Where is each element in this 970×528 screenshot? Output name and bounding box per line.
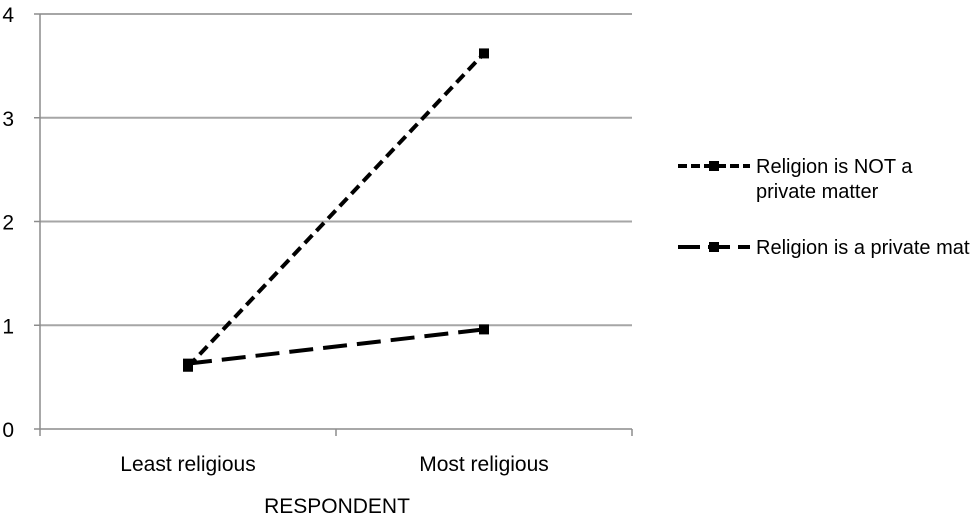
gridlines [40,13,632,327]
y-tick-label-2: 2 [2,212,14,235]
series-0 [183,48,489,372]
data-point-0-1 [479,48,489,59]
x-tick-label-1: Most religious [419,453,549,476]
y-tick-label-1: 1 [2,315,14,338]
y-tick-label-3: 3 [2,108,14,131]
y-tick-label-4: 4 [2,4,14,27]
data-point-1-0 [183,358,193,369]
x-tick-label-0: Least religious [120,453,255,476]
legend-label-line-0-1: private matter [756,181,879,203]
series-1 [183,324,489,369]
axes [34,13,633,436]
legend-label-0: Religion is NOT a private matter [756,156,913,203]
legend-label-line-0-0: Religion is NOT a [756,156,913,178]
legend-label-1: Religion is a private matter [756,237,970,259]
legend-item-0: Religion is NOT a private matter [678,156,913,203]
series-line-1 [187,327,485,366]
x-axis-title: RESPONDENT [264,495,410,518]
series-line-0 [186,52,486,369]
series-lines [183,48,489,372]
y-tick-labels: 0 1 2 3 4 [2,4,14,442]
y-tick-label-0: 0 [2,419,14,442]
legend-label-line-1-0: Religion is a private matter [756,237,970,259]
legend-item-1: Religion is a private matter [678,237,970,259]
legend-marker-1 [709,242,719,252]
data-point-1-1 [479,324,489,335]
legend-marker-0 [709,161,719,171]
legend: Religion is NOT a private matterReligion … [678,156,970,259]
x-tick-labels: Least religious Most religious [120,453,548,476]
